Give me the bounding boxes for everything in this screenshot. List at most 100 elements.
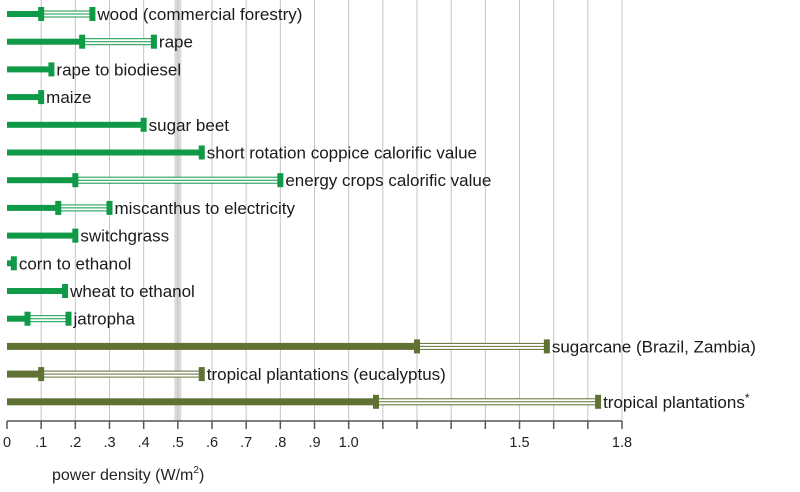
- bar-label: sugar beet: [149, 116, 230, 135]
- bar-label-text: miscanthus to electricity: [115, 199, 296, 218]
- bar-low-cap: [72, 173, 79, 188]
- bar-row: sugarcane (Brazil, Zambia): [7, 337, 756, 356]
- bar-label-text: switchgrass: [80, 227, 169, 246]
- bar-row: wood (commercial forestry): [7, 5, 302, 24]
- bar-label-text: rape to biodiesel: [56, 60, 181, 79]
- bar-label: tropical plantations*: [603, 391, 750, 412]
- bar-label-text: corn to ethanol: [19, 254, 131, 273]
- bar-solid: [7, 370, 42, 378]
- bar-high-cap: [277, 173, 284, 188]
- bar-low-cap: [79, 34, 86, 49]
- bar-label-text: wood (commercial forestry): [96, 5, 302, 24]
- bar-high-cap: [140, 117, 147, 132]
- bar-label: jatropha: [73, 310, 136, 329]
- x-axis-title: power density (W/m2): [52, 465, 204, 484]
- bar-label-text: wheat to ethanol: [69, 282, 195, 301]
- bar-high-cap: [543, 339, 550, 354]
- bar-high-cap: [48, 62, 55, 77]
- bar-solid: [7, 398, 376, 406]
- bar-solid: [7, 38, 83, 45]
- bar-label: sugarcane (Brazil, Zambia): [552, 337, 756, 356]
- x-axis-title-suffix: ): [199, 467, 204, 484]
- bar-high-cap: [62, 284, 69, 298]
- bar-low-cap: [414, 339, 420, 354]
- bar-high-cap: [106, 200, 113, 215]
- bar-solid: [7, 342, 417, 350]
- bar-label: rape: [159, 33, 193, 52]
- bar-row: short rotation coppice calorific value: [7, 144, 477, 163]
- x-tick-label: .6: [206, 435, 218, 451]
- bar-solid: [7, 204, 59, 211]
- bar-solid: [7, 260, 14, 267]
- x-axis-title-text: power density (W/m: [52, 467, 193, 484]
- x-tick-label: .8: [274, 435, 286, 451]
- x-tick-label: .7: [240, 435, 252, 451]
- bar-high-cap: [89, 7, 96, 21]
- bar-row: sugar beet: [7, 116, 229, 135]
- bar-high-cap: [198, 145, 205, 160]
- bar-solid: [7, 288, 66, 294]
- bar-row: rape to biodiesel: [7, 60, 181, 79]
- x-tick-label: 1.8: [612, 435, 632, 451]
- x-tick-label: .5: [172, 435, 184, 451]
- bar-high-cap: [65, 311, 72, 326]
- bar-label: corn to ethanol: [19, 254, 131, 273]
- bar-low-cap: [55, 200, 62, 215]
- bar-row: wheat to ethanol: [7, 282, 195, 301]
- x-tick-label: .1: [35, 435, 47, 451]
- bar-label-text: maize: [46, 88, 91, 107]
- bar-label-text: tropical plantations (eucalyptus): [207, 365, 446, 384]
- bar-high-cap: [72, 228, 79, 243]
- bar-solid: [7, 149, 202, 156]
- bar-label: switchgrass: [80, 227, 169, 246]
- bar-solid: [7, 232, 76, 239]
- x-axis: 0 .1 .2 .3 .4 .5 .6 .7 .8 .9 1.0 1.5 1.8: [3, 420, 632, 451]
- bar-label-text: sugarcane (Brazil, Zambia): [552, 337, 756, 356]
- bar-label-text: short rotation coppice calorific value: [207, 144, 477, 163]
- bar-solid: [7, 94, 42, 101]
- bar-label-text: sugar beet: [149, 116, 230, 135]
- bar-high-cap: [10, 256, 17, 271]
- bar-label-text: rape: [159, 33, 193, 52]
- bar-label: tropical plantations (eucalyptus): [207, 365, 446, 384]
- bar-solid: [7, 66, 52, 73]
- bars: wood (commercial forestry) rape rape to bi…: [7, 5, 756, 412]
- bar-label: maize: [46, 88, 91, 107]
- bar-high-cap: [198, 367, 205, 382]
- bar-row: switchgrass: [7, 227, 169, 246]
- bar-solid: [7, 121, 144, 128]
- x-tick-label: 0: [3, 435, 11, 451]
- bar-high-cap: [150, 34, 157, 49]
- x-axis-title-superscript: 2: [193, 465, 199, 476]
- bar-row: energy crops calorific value: [7, 171, 491, 190]
- bar-label-text: tropical plantations: [603, 393, 745, 412]
- bar-label: wood (commercial forestry): [96, 5, 302, 24]
- bar-solid: [7, 177, 76, 184]
- x-tick-label: .2: [69, 435, 81, 451]
- bar-row: tropical plantations*: [7, 391, 750, 412]
- bar-label-footnote-marker: *: [745, 391, 750, 405]
- bar-label: rape to biodiesel: [56, 60, 181, 79]
- bar-low-cap: [38, 367, 45, 382]
- bar-row: jatropha: [7, 310, 135, 329]
- bar-row: maize: [7, 88, 92, 107]
- bar-label: short rotation coppice calorific value: [207, 144, 477, 163]
- bar-solid: [7, 315, 28, 322]
- bar-row: miscanthus to electricity: [7, 199, 295, 218]
- bar-row: rape: [7, 33, 193, 52]
- bar-label: energy crops calorific value: [285, 171, 491, 190]
- bar-label-text: jatropha: [73, 310, 136, 329]
- x-tick-label: .4: [138, 435, 150, 451]
- x-tick-label: 1.5: [509, 435, 529, 451]
- bar-high-cap: [595, 394, 602, 409]
- x-tick-label: 1.0: [339, 435, 359, 451]
- bar-low-cap: [373, 394, 379, 409]
- x-tick-label: .3: [103, 435, 115, 451]
- bar-row: tropical plantations (eucalyptus): [7, 365, 446, 384]
- x-tick-label: .9: [308, 435, 320, 451]
- bar-high-cap: [38, 90, 45, 105]
- bar-low-cap: [38, 7, 45, 21]
- bar-row: corn to ethanol: [7, 254, 131, 273]
- bar-label: miscanthus to electricity: [115, 199, 296, 218]
